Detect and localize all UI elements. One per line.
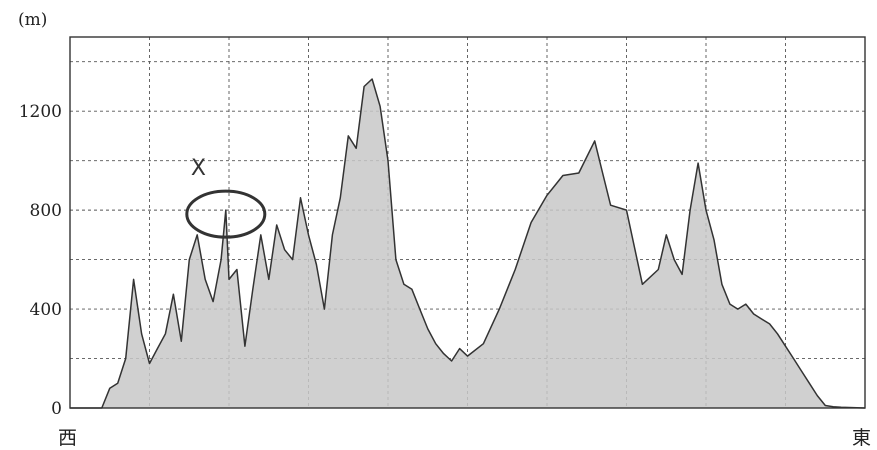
y-tick-label: 0 (51, 399, 62, 419)
annotation-layer: X (185, 156, 267, 239)
annotation-x-label: X (191, 156, 206, 181)
y-tick-label: 400 (30, 300, 62, 320)
east-direction-label: 東 (852, 427, 871, 449)
west-direction-label: 西 (58, 427, 77, 449)
profile-line (70, 78, 866, 409)
profile-area-layer (70, 78, 866, 409)
annotation-ellipse (185, 189, 267, 239)
y-tick-label: 1200 (19, 102, 62, 122)
profile-area (70, 79, 865, 408)
y-axis-unit-label: (m) (18, 10, 47, 30)
y-tick-labels: 0 400 800 1200 (19, 102, 62, 419)
y-tick-label: 800 (30, 201, 62, 221)
plot-frame (69, 36, 866, 409)
